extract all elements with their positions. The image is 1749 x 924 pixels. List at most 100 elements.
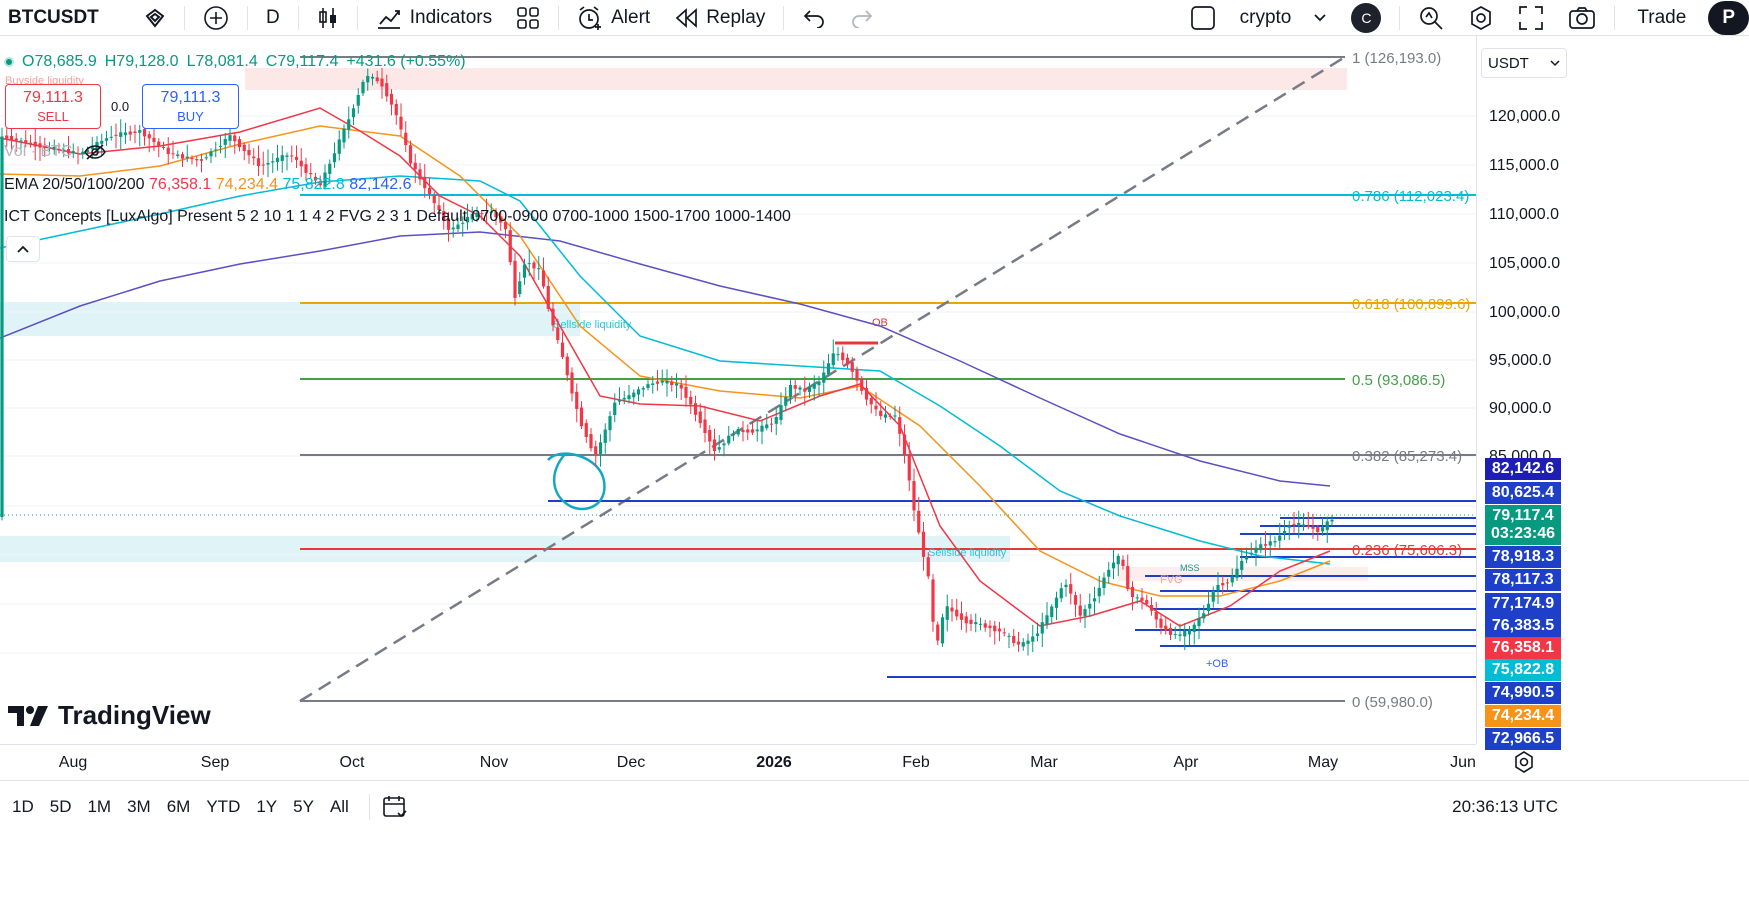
- range-5d-button[interactable]: 5D: [49, 796, 72, 816]
- candle-body: [1035, 633, 1040, 636]
- candle-body: [1097, 587, 1101, 597]
- sell-button[interactable]: 79,111.3 SELL: [5, 84, 101, 129]
- time-label: Oct: [339, 754, 365, 771]
- candle-body: [541, 270, 546, 287]
- ema-200-line: [0, 231, 1331, 487]
- chart-settings-gear-icon[interactable]: [1512, 750, 1536, 774]
- candle-body: [1135, 597, 1139, 599]
- calendar-goto-date-icon[interactable]: [382, 794, 408, 820]
- compare-symbol-icon[interactable]: [132, 0, 178, 36]
- range-1m-button[interactable]: 1M: [87, 796, 112, 816]
- fib-trend-line[interactable]: [299, 55, 1346, 703]
- volume-legend[interactable]: Vol · BTC: [4, 144, 107, 160]
- candle-body: [290, 155, 294, 157]
- ema-legend[interactable]: EMA 20/50/100/200 76,358.1 74,234.4 75,8…: [4, 177, 412, 193]
- candles-chart-type-icon[interactable]: [305, 0, 351, 36]
- candle-body: [874, 405, 878, 410]
- candle-body: [342, 128, 346, 143]
- candle-body: [579, 407, 584, 427]
- candle-body: [655, 381, 660, 384]
- utc-clock[interactable]: 20:36:13 UTC: [1452, 797, 1558, 816]
- price-axis-label: 76,358.1: [1485, 637, 1561, 659]
- collapse-legend-button[interactable]: [6, 236, 40, 262]
- range-all-button[interactable]: All: [329, 796, 349, 816]
- tradingview-logo[interactable]: TradingView: [8, 700, 211, 731]
- eye-hidden-icon[interactable]: [84, 144, 107, 160]
- candle-body: [793, 385, 797, 389]
- time-label: Jun: [1450, 754, 1476, 771]
- ema-50-line: [0, 125, 1331, 597]
- ict-concepts-legend[interactable]: ICT Concepts [LuxAlgo] Present 5 2 10 1 …: [4, 208, 791, 225]
- camera-snapshot-icon[interactable]: [1556, 0, 1608, 36]
- price-scale[interactable]: USDT 120,000.0 115,000.0 110,000.0 105,0…: [1476, 36, 1749, 750]
- candle-body: [1178, 634, 1182, 636]
- candle-body: [1130, 586, 1135, 597]
- candle-body: [1007, 635, 1011, 637]
- layout-icon[interactable]: [1178, 0, 1228, 36]
- range-1d-button[interactable]: 1D: [12, 796, 34, 816]
- currency-select[interactable]: USDT: [1481, 48, 1567, 78]
- currency-value: USDT: [1488, 54, 1529, 72]
- quick-search-icon[interactable]: [1406, 0, 1456, 36]
- time-axis[interactable]: Aug Sep Oct Nov Dec 2026 Feb Mar Apr May…: [0, 744, 1476, 780]
- range-3m-button[interactable]: 3M: [127, 796, 151, 816]
- redo-icon[interactable]: [838, 0, 886, 36]
- candle-body: [1244, 556, 1249, 560]
- fullscreen-icon[interactable]: [1506, 0, 1556, 36]
- candle-body: [627, 395, 631, 400]
- chevron-down-icon: [1314, 13, 1327, 21]
- range-6m-button[interactable]: 6M: [166, 796, 191, 816]
- candle-body: [423, 177, 427, 189]
- candle-body: [214, 149, 218, 151]
- candle-body: [546, 285, 550, 309]
- price-chart[interactable]: Buyside liquidity 1 (126,193.0) 0.786 (1…: [0, 36, 1476, 744]
- publish-button[interactable]: P: [1708, 0, 1749, 35]
- candle-body: [1107, 569, 1111, 577]
- candle-body: [81, 151, 85, 155]
- layout-name-button[interactable]: crypto: [1228, 0, 1340, 36]
- candle-body: [9, 136, 14, 141]
- candle-body: [266, 162, 270, 165]
- range-5y-button[interactable]: 5Y: [293, 796, 314, 816]
- trade-button[interactable]: Trade: [1637, 6, 1687, 28]
- range-1y-button[interactable]: 1Y: [256, 796, 278, 816]
- replay-button[interactable]: Replay: [662, 0, 777, 36]
- candle-body: [347, 119, 351, 130]
- candle-body: [418, 169, 422, 180]
- candle-body: [470, 213, 474, 220]
- undo-icon[interactable]: [790, 0, 838, 36]
- buy-button[interactable]: 79,111.3 BUY: [142, 84, 239, 129]
- candle-body: [1197, 618, 1201, 627]
- symbol-search-button[interactable]: BTCUSDT: [8, 6, 99, 28]
- candle-body: [888, 415, 892, 417]
- interval-button[interactable]: D: [266, 6, 280, 28]
- candle-body: [147, 134, 151, 139]
- candle-body: [1320, 527, 1325, 532]
- candle-body: [90, 147, 94, 150]
- candle-body: [769, 423, 774, 425]
- settings-gear-icon[interactable]: [1456, 0, 1506, 36]
- indicators-button[interactable]: Indicators: [364, 0, 504, 36]
- candlestick-series[interactable]: [0, 67, 1334, 656]
- add-symbol-icon[interactable]: [191, 0, 241, 36]
- candle-body: [798, 387, 802, 390]
- candle-body: [845, 357, 850, 365]
- page-background: [0, 832, 1749, 924]
- candle-body: [408, 145, 413, 164]
- templates-icon[interactable]: [504, 0, 552, 36]
- candle-body: [413, 162, 417, 170]
- candle-body: [38, 143, 42, 148]
- alert-button[interactable]: Alert: [565, 0, 662, 36]
- candle-body: [176, 154, 180, 157]
- candle-body: [993, 625, 997, 632]
- candle-body: [1054, 597, 1059, 608]
- candle-body: [750, 429, 755, 433]
- range-ytd-button[interactable]: YTD: [206, 796, 241, 816]
- candle-body: [62, 149, 66, 151]
- mss-label: MSS: [1180, 563, 1200, 573]
- price-axis-label: 72,966.5: [1485, 728, 1561, 750]
- candle-body: [902, 434, 907, 455]
- candle-body: [385, 83, 389, 97]
- candle-body: [180, 154, 185, 159]
- user-menu-button[interactable]: C: [1339, 0, 1393, 36]
